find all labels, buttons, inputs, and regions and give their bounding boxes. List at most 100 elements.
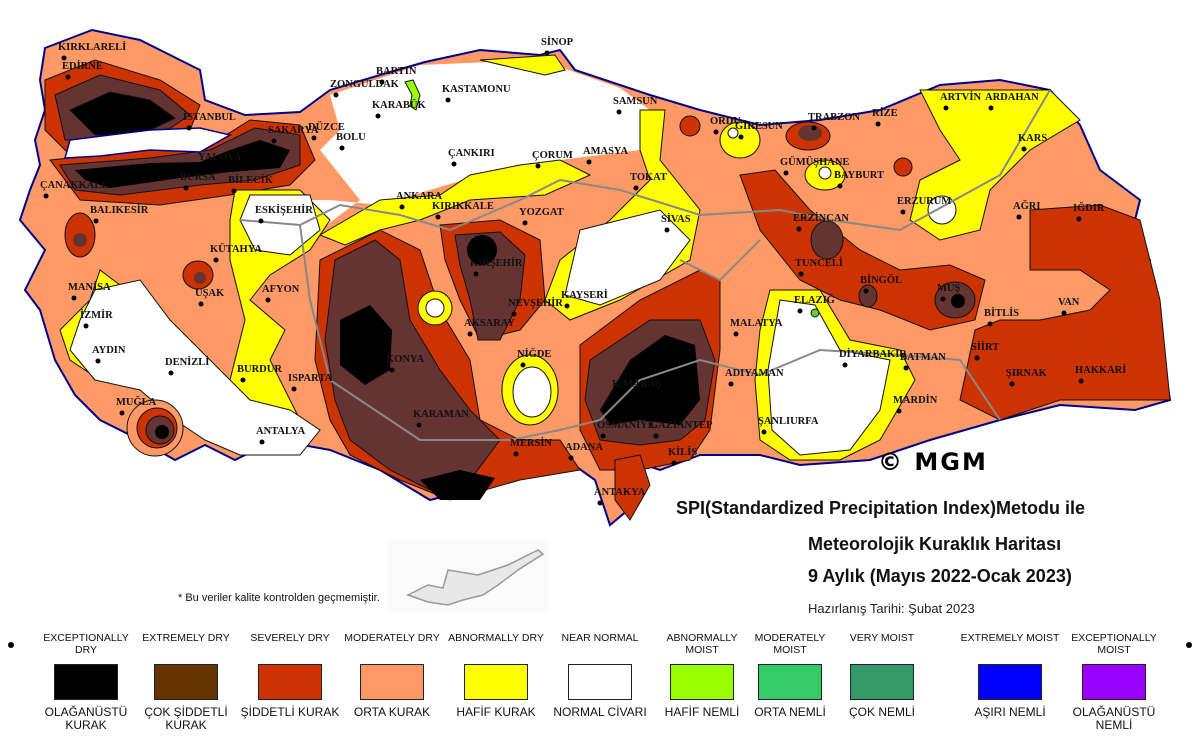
city-label: ARDAHAN	[985, 92, 1039, 103]
city-label: EDİRNE	[62, 60, 103, 72]
city-label: NEVŞEHİR	[508, 297, 563, 309]
city-label: BALIKESİR	[90, 204, 149, 216]
city-label: AĞRI	[1013, 199, 1040, 212]
city-dot-icon	[61, 55, 67, 61]
swatch	[360, 664, 424, 700]
city-dot-icon	[900, 209, 906, 215]
legend-item-very-moist: VERY MOIST ÇOK NEMLİ	[848, 632, 915, 719]
city-dot-icon	[664, 227, 670, 233]
cyprus-outline	[406, 549, 545, 606]
city-marker: ERZURUM	[897, 196, 951, 215]
city-label: ORDU	[710, 116, 741, 127]
city-dot-icon	[43, 193, 49, 199]
city-label: BARTIN	[376, 66, 417, 77]
city-dot-icon	[1078, 378, 1084, 384]
map-period: 9 Aylık (Mayıs 2022-Ocak 2023)	[808, 566, 1072, 586]
city-label: SİVAS	[661, 213, 691, 225]
city-label: VAN	[1058, 297, 1080, 308]
city-label: BURSA	[180, 172, 216, 183]
city-dot-icon	[1009, 381, 1015, 387]
city-dot-icon	[416, 422, 422, 428]
city-marker: TRABZON	[808, 112, 860, 131]
city-marker: KONYA	[386, 354, 425, 373]
city-dot-icon	[522, 220, 528, 226]
city-label: YALOVA	[198, 152, 242, 163]
city-marker: ARTVİN	[940, 91, 981, 111]
city-dot-icon	[65, 74, 71, 80]
city-label: DÜZCE	[308, 120, 345, 133]
city-dot-icon	[333, 92, 339, 98]
city-marker: MARDİN	[893, 394, 938, 414]
copyright-mgm: © MGM	[878, 448, 988, 476]
city-marker: KIRKLARELİ	[58, 41, 126, 61]
city-label: ANTAKYA	[594, 487, 646, 498]
city-label: IĞDIR	[1073, 201, 1105, 214]
city-label: KAYSERİ	[561, 289, 608, 301]
city-label: GAZİANTEP	[650, 419, 713, 431]
city-marker: SİNOP	[541, 36, 574, 56]
city-dot-icon	[473, 271, 479, 277]
city-label: BAYBURT	[834, 170, 884, 181]
city-label: ADIYAMAN	[725, 368, 784, 379]
city-label: SİNOP	[541, 36, 574, 48]
city-label: SAMSUN	[613, 96, 658, 107]
city-dot-icon	[544, 50, 550, 56]
city-dot-icon	[903, 365, 909, 371]
city-label: KİLİS	[668, 446, 697, 458]
city-dot-icon	[339, 145, 345, 151]
city-label: BİNGÖL	[860, 273, 902, 286]
city-dot-icon	[896, 408, 902, 414]
city-marker: OSMANİYE	[597, 419, 655, 439]
city-dot-icon	[513, 451, 519, 457]
city-dot-icon	[258, 218, 264, 224]
city-marker: BİNGÖL	[860, 273, 902, 294]
city-dot-icon	[1076, 216, 1082, 222]
city-label: ZONGULDAK	[330, 79, 400, 90]
city-dot-icon	[520, 362, 526, 368]
city-marker: YOZGAT	[519, 207, 564, 226]
city-label: DİYARBAKIR	[839, 348, 907, 360]
city-label: KÜTAHYA	[210, 242, 262, 255]
city-dot-icon	[633, 185, 639, 191]
city-dot-icon	[713, 129, 719, 135]
city-marker: ÇANAKKALE	[40, 180, 108, 199]
city-label: MERSİN	[510, 437, 552, 449]
city-marker: KARS	[1018, 133, 1047, 152]
city-label: AKSARAY	[464, 318, 515, 329]
map-subtitle: Meteorolojik Kuraklık Haritası	[808, 534, 1062, 554]
city-dot-icon	[451, 161, 457, 167]
city-dot-icon	[435, 214, 441, 220]
city-dot-icon	[389, 367, 395, 373]
city-marker: ANTALYA	[256, 426, 306, 445]
city-marker: GAZİANTEP	[650, 419, 713, 439]
city-marker: ÇORUM	[532, 150, 573, 169]
map-title: SPI(Standardized Precipitation Index)Met…	[676, 498, 1086, 518]
city-label: KIRIKKALE	[432, 201, 494, 212]
city-marker: TUNCELİ	[795, 257, 843, 277]
city-dot-icon	[940, 296, 946, 302]
city-label: TUNCELİ	[795, 257, 843, 269]
city-marker: AFYON	[262, 284, 300, 303]
city-dot-icon	[728, 381, 734, 387]
swatch	[758, 664, 822, 700]
city-label: MUŞ	[937, 283, 960, 294]
city-marker: AKSARAY	[464, 318, 515, 337]
city-dot-icon	[1061, 310, 1067, 316]
city-dot-icon	[71, 295, 77, 301]
swatch	[568, 664, 632, 700]
city-marker: KAYSERİ	[561, 289, 608, 309]
city-marker: ANTAKYA	[594, 487, 646, 506]
city-label: KIRKLARELİ	[58, 41, 126, 53]
city-marker: KIRŞEHİR	[470, 257, 523, 277]
city-label: ANKARA	[396, 191, 442, 202]
city-marker: AYDIN	[92, 345, 126, 364]
city-label: İSTANBUL	[183, 111, 236, 123]
city-marker: KIRIKKALE	[432, 201, 494, 220]
city-marker: GÜMÜŞHANE	[780, 155, 849, 176]
legend-item-severely-dry: SEVERELY DRY ŞİDDETLİ KURAK	[240, 632, 340, 719]
city-label: TOKAT	[630, 172, 667, 183]
city-marker: KASTAMONU	[442, 84, 511, 103]
city-dot-icon	[535, 163, 541, 169]
city-marker: VAN	[1058, 297, 1080, 316]
city-label: ERZİNCAN	[793, 212, 849, 224]
